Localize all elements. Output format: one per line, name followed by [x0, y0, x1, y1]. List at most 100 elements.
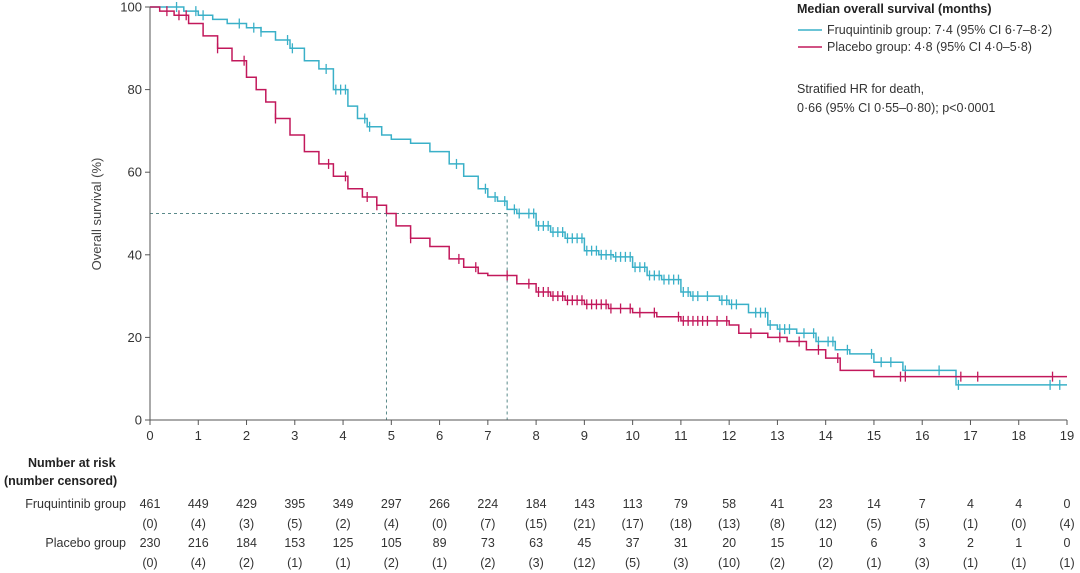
hr-annotation-line2: 0·66 (95% CI 0·55–0·80); p<0·0001: [797, 101, 995, 115]
x-tick-label: 13: [770, 428, 784, 443]
x-tick-label: 4: [339, 428, 346, 443]
risk-at-risk-cell: 184: [526, 497, 547, 511]
risk-censored-cell: (2): [480, 556, 495, 570]
x-tick-label: 11: [674, 428, 688, 443]
risk-censored-cell: (1): [1011, 556, 1026, 570]
risk-censored-cell: (0): [142, 556, 157, 570]
x-tick-label: 14: [818, 428, 832, 443]
risk-row-label-fruquintinib: Fruquintinib group: [25, 497, 126, 511]
y-tick-label: 20: [128, 330, 142, 345]
risk-at-risk-cell: 125: [333, 536, 354, 550]
x-tick-label: 19: [1060, 428, 1074, 443]
risk-at-risk-cell: 105: [381, 536, 402, 550]
risk-table: Number at risk (number censored) Fruquin…: [4, 456, 1075, 570]
risk-censored-cell: (5): [866, 517, 881, 531]
risk-at-risk-cell: 395: [284, 497, 305, 511]
risk-at-risk-cell: 3: [919, 536, 926, 550]
risk-censored-cell: (3): [673, 556, 688, 570]
risk-censored-cell: (1): [432, 556, 447, 570]
risk-at-risk-cell: 113: [623, 497, 643, 511]
risk-at-risk-cell: 10: [819, 536, 833, 550]
risk-at-risk-cell: 73: [481, 536, 495, 550]
risk-at-risk-cell: 23: [819, 497, 833, 511]
risk-censored-cell: (4): [191, 517, 206, 531]
risk-at-risk-cell: 45: [577, 536, 591, 550]
risk-at-risk-cell: 79: [674, 497, 688, 511]
risk-censored-cell: (2): [239, 556, 254, 570]
y-tick-label: 80: [128, 82, 142, 97]
x-tick-label: 8: [532, 428, 539, 443]
legend-entry-fruquintinib: Fruquintinib group: 7·4 (95% CI 6·7–8·2): [827, 23, 1052, 37]
x-tick-label: 9: [581, 428, 588, 443]
risk-at-risk-cell: 4: [1015, 497, 1022, 511]
risk-censored-cell: (2): [335, 517, 350, 531]
risk-at-risk-cell: 224: [477, 497, 498, 511]
legend-entry-placebo: Placebo group: 4·8 (95% CI 4·0–5·8): [827, 40, 1032, 54]
x-tick-label: 6: [436, 428, 443, 443]
risk-at-risk-cell: 58: [722, 497, 736, 511]
risk-censored-cell: (2): [384, 556, 399, 570]
risk-at-risk-cell: 297: [381, 497, 402, 511]
risk-censored-cell: (12): [815, 517, 837, 531]
risk-at-risk-cell: 349: [333, 497, 354, 511]
risk-at-risk-cell: 14: [867, 497, 881, 511]
risk-at-risk-cell: 429: [236, 497, 257, 511]
y-tick-label: 100: [120, 0, 142, 15]
risk-censored-cell: (4): [191, 556, 206, 570]
risk-censored-cell: (4): [384, 517, 399, 531]
risk-censored-cell: (1): [866, 556, 881, 570]
x-tick-label: 3: [291, 428, 298, 443]
y-axis-label: Overall survival (%): [89, 158, 104, 271]
risk-censored-cell: (1): [1059, 556, 1074, 570]
x-tick-label: 5: [388, 428, 395, 443]
risk-at-risk-cell: 216: [188, 536, 209, 550]
risk-at-risk-cell: 2: [967, 536, 974, 550]
risk-censored-cell: (1): [287, 556, 302, 570]
survival-curve-fruquintinib: [150, 6, 1067, 386]
x-tick-label: 1: [195, 428, 202, 443]
censor-marks: [166, 2, 1061, 390]
risk-at-risk-cell: 143: [574, 497, 595, 511]
x-tick-label: 18: [1012, 428, 1026, 443]
risk-censored-cell: (2): [818, 556, 833, 570]
risk-at-risk-cell: 63: [529, 536, 543, 550]
risk-at-risk-cell: 230: [140, 536, 161, 550]
risk-censored-cell: (13): [718, 517, 740, 531]
survival-curves: [150, 6, 1067, 386]
risk-censored-cell: (1): [963, 517, 978, 531]
x-tick-label: 12: [722, 428, 736, 443]
median-reference-lines: [150, 213, 508, 420]
risk-censored-cell: (0): [432, 517, 447, 531]
risk-at-risk-cell: 449: [188, 497, 209, 511]
risk-censored-cell: (1): [335, 556, 350, 570]
risk-censored-cell: (21): [573, 517, 595, 531]
risk-at-risk-cell: 6: [870, 536, 877, 550]
risk-censored-cell: (5): [915, 517, 930, 531]
risk-censored-cell: (3): [915, 556, 930, 570]
risk-at-risk-cell: 461: [140, 497, 161, 511]
risk-censored-cell: (17): [622, 517, 644, 531]
risk-censored-cell: (3): [528, 556, 543, 570]
x-tick-label: 10: [625, 428, 639, 443]
legend: Median overall survival (months) Fruquin…: [797, 2, 1052, 115]
risk-censored-cell: (5): [625, 556, 640, 570]
risk-table-cells: 461 449 429 395 349 297 266 224 184 143 113 79 58 41 2…: [140, 497, 1075, 570]
risk-at-risk-cell: 20: [722, 536, 736, 550]
risk-at-risk-cell: 184: [236, 536, 257, 550]
risk-censored-cell: (5): [287, 517, 302, 531]
x-tick-label: 17: [963, 428, 977, 443]
risk-table-title: Number at risk: [28, 456, 116, 470]
risk-censored-cell: (3): [239, 517, 254, 531]
risk-table-subtitle: (number censored): [4, 474, 117, 488]
risk-at-risk-cell: 0: [1064, 497, 1071, 511]
risk-censored-cell: (2): [770, 556, 785, 570]
x-tick-label: 7: [484, 428, 491, 443]
risk-at-risk-cell: 89: [433, 536, 447, 550]
risk-at-risk-cell: 7: [919, 497, 926, 511]
x-tick-label: 15: [867, 428, 881, 443]
risk-at-risk-cell: 153: [284, 536, 305, 550]
y-tick-label: 40: [128, 247, 142, 262]
risk-at-risk-cell: 1: [1015, 536, 1022, 550]
legend-title: Median overall survival (months): [797, 2, 992, 16]
